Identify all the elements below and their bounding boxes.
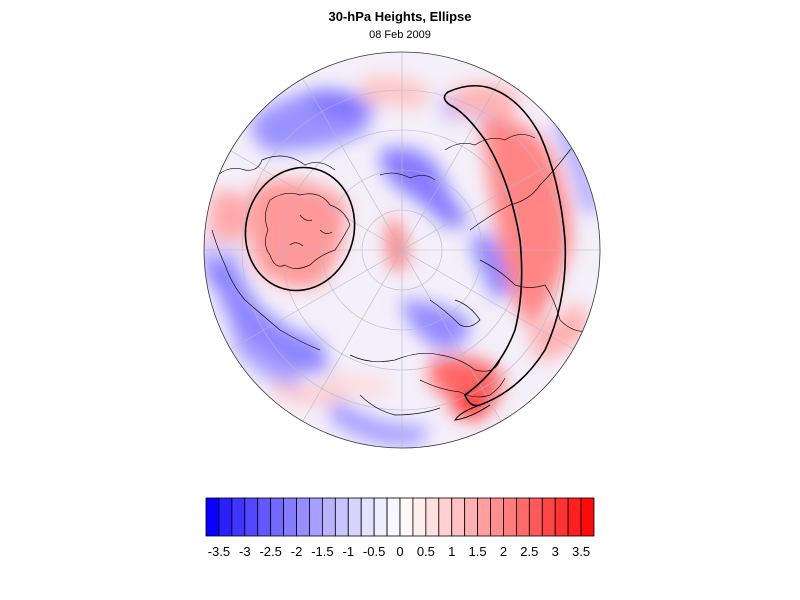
colorbar-box — [360, 497, 375, 537]
colorbar-tick-label: -0.5 — [363, 544, 385, 559]
colorbar-box — [541, 497, 556, 537]
colorbar-box — [490, 497, 504, 537]
colorbar-box — [477, 497, 491, 537]
colorbar-tick-label: 3.5 — [572, 544, 590, 559]
colorbar-box — [580, 497, 595, 537]
colorbar-tick-label: -3 — [239, 544, 251, 559]
colorbar-box — [528, 497, 543, 537]
colorbar-box — [425, 497, 440, 537]
colorbar-tick-label: 0.5 — [417, 544, 435, 559]
ellipse-contours — [244, 84, 567, 421]
colorbar-tick-label: 2 — [500, 544, 507, 559]
colorbar-box — [464, 497, 478, 537]
colorbar-ticks: -3.5 -3 -2.5 -2 -1.5 -1 -0.5 0 0.5 1 1.5 2 2.5 3 3.5 — [208, 544, 590, 559]
colorbar-box — [451, 497, 466, 537]
colorbar-tick-label: -2 — [291, 544, 303, 559]
colorbar-box — [438, 497, 453, 537]
colorbar-tick-label: 3 — [552, 544, 559, 559]
colorbar-box — [567, 497, 582, 537]
colorbar-box — [347, 497, 362, 537]
map-border — [203, 51, 601, 449]
colorbar-tick-label: -2.5 — [259, 544, 281, 559]
colorbar-box — [231, 497, 246, 537]
colorbar-box — [244, 497, 259, 537]
colorbar-box — [205, 497, 220, 537]
colorbar-box — [321, 497, 336, 537]
colorbar-box — [283, 497, 297, 537]
colorbar-box — [516, 497, 530, 537]
colorbar-box — [412, 497, 427, 537]
west-ellipse — [244, 166, 356, 292]
colorbar-box — [554, 497, 569, 537]
colorbar-box — [334, 497, 349, 537]
east-ellipse — [443, 84, 567, 407]
chart-subtitle: 08 Feb 2009 — [369, 29, 431, 41]
colorbar-box — [309, 497, 323, 537]
colorbar-box — [218, 497, 233, 537]
colorbar-tick-label: 1 — [448, 544, 455, 559]
colorbar-tick-label: 0 — [396, 544, 403, 559]
graticule — [204, 52, 600, 448]
chart-title: 30-hPa Heights, Ellipse — [328, 9, 472, 24]
colorbar-box — [373, 497, 388, 537]
colorbar-box — [503, 497, 517, 537]
colorbar-box — [296, 497, 310, 537]
colorbar-tick-label: -1.5 — [311, 544, 333, 559]
colorbar-tick-label: -3.5 — [208, 544, 230, 559]
colorbar-tick-label: -1 — [342, 544, 354, 559]
colorbar-tick-label: 2.5 — [520, 544, 538, 559]
polar-map — [203, 51, 601, 449]
colorbar-box — [257, 497, 272, 537]
colorbar-tick-label: 1.5 — [469, 544, 487, 559]
colorbar-box — [386, 497, 401, 537]
colorbar-box — [399, 497, 414, 537]
colorbar-boxes — [205, 497, 595, 537]
colorbar-box — [270, 497, 284, 537]
